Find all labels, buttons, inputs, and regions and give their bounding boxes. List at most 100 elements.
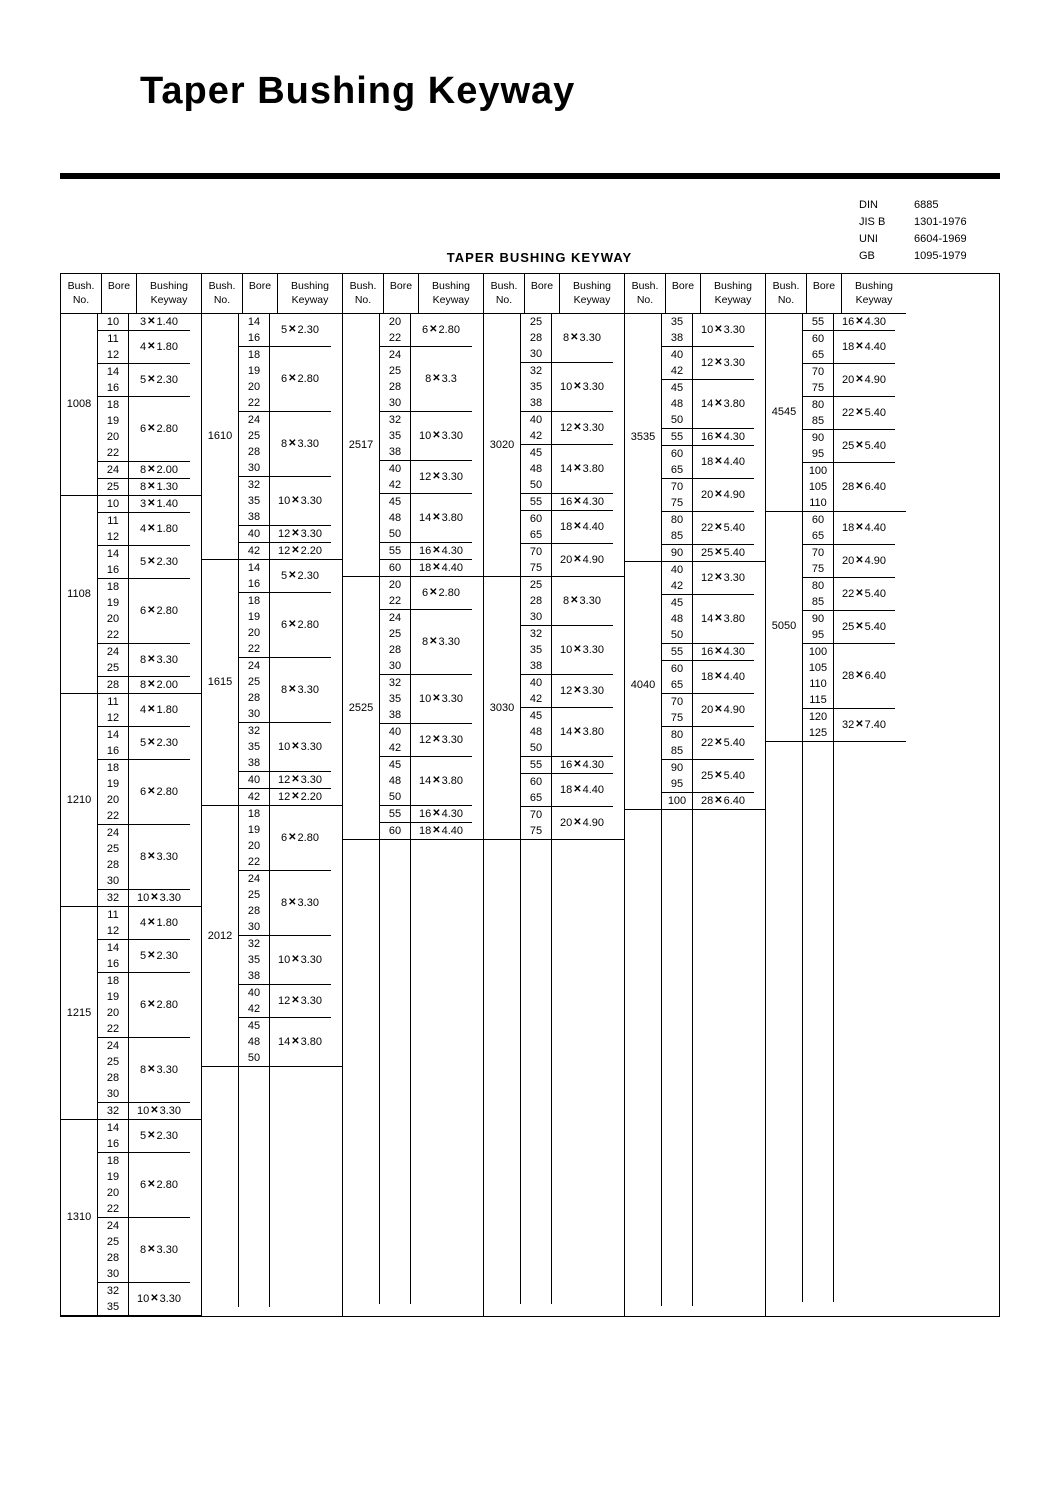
divider: [60, 173, 1000, 179]
keyway-value: 18✕4.40: [693, 661, 753, 693]
keyway-value: 4✕1.80: [129, 513, 189, 545]
keyway-value: 12✕3.30: [411, 461, 471, 493]
bore-value: 24: [239, 658, 269, 674]
bore-value: 45: [239, 1018, 269, 1034]
keyway-value: 22✕5.40: [834, 578, 894, 610]
bore-value: 32: [380, 675, 410, 691]
keyway-value: 8✕3.30: [129, 644, 189, 676]
keyway-value: 32✕7.40: [834, 709, 894, 741]
keyway-value: 10✕3.30: [693, 314, 753, 346]
keyway-value: 12✕3.30: [270, 772, 330, 788]
keyway-value: 25✕5.40: [693, 760, 753, 792]
bore-value: 48: [521, 724, 551, 740]
bore-value: 80: [662, 727, 692, 743]
bush-number: 2012: [202, 806, 239, 1066]
bore-value: 30: [239, 706, 269, 722]
keyway-value: 5✕2.30: [129, 727, 189, 759]
bush-number: 1008: [61, 314, 98, 495]
keyway-value: 14✕3.80: [552, 708, 612, 756]
bore-value: 20: [239, 838, 269, 854]
bore-value: 45: [521, 708, 551, 724]
bore-value: 38: [239, 509, 269, 525]
header-bush: Bush.No.: [766, 274, 806, 312]
keyway-value: 8✕3.30: [129, 825, 189, 889]
header-bush: Bush.No.: [625, 274, 665, 312]
keyway-value: 10✕3.30: [552, 363, 612, 411]
bore-value: 95: [662, 776, 692, 792]
bore-value: 19: [98, 413, 128, 429]
bore-value: 75: [662, 710, 692, 726]
bore-value: 20: [98, 792, 128, 808]
keyway-value: 18✕4.40: [693, 446, 753, 478]
bore-value: 50: [380, 526, 410, 542]
keyway-value: 6✕2.80: [129, 760, 189, 824]
header-keyway: BushingKeyway: [559, 274, 624, 312]
keyway-value: 6✕2.80: [270, 806, 330, 870]
bore-value: 48: [380, 510, 410, 526]
bore-value: 22: [380, 330, 410, 346]
bore-value: 38: [380, 444, 410, 460]
bush-number: 2525: [343, 577, 380, 839]
bore-value: 18: [98, 760, 128, 776]
keyway-table: Bush.No.BoreBushingKeyway1008103✕1.40111…: [60, 273, 1000, 1316]
keyway-value: 22✕5.40: [834, 397, 894, 429]
bore-value: 19: [98, 989, 128, 1005]
bore-value: 60: [662, 446, 692, 462]
keyway-value: 16✕4.30: [834, 314, 894, 330]
bore-value: 14: [98, 1120, 128, 1136]
bore-value: 25: [239, 674, 269, 690]
bore-value: 10: [98, 496, 128, 512]
keyway-value: 6✕2.80: [129, 1153, 189, 1217]
bore-value: 14: [98, 727, 128, 743]
bore-value: 45: [380, 757, 410, 773]
standard-cell: 1095-1979: [914, 248, 994, 265]
bore-value: 19: [239, 609, 269, 625]
keyway-value: 14✕3.80: [693, 380, 753, 428]
bore-value: 22: [98, 1201, 128, 1217]
header-bush: Bush.No.: [484, 274, 524, 312]
keyway-value: 8✕3.30: [270, 871, 330, 935]
header-keyway: BushingKeyway: [136, 274, 201, 312]
bush-number: 3030: [484, 577, 521, 839]
bore-value: 48: [521, 461, 551, 477]
standard-cell: 6885: [914, 197, 994, 214]
bore-value: 24: [239, 871, 269, 887]
bore-value: 11: [98, 694, 128, 710]
bore-value: 12: [98, 347, 128, 363]
keyway-value: 20✕4.90: [552, 807, 612, 839]
keyway-value: 16✕4.30: [552, 757, 612, 773]
keyway-value: 12✕3.30: [693, 562, 753, 594]
keyway-value: 14✕3.80: [693, 595, 753, 643]
bore-value: 32: [239, 936, 269, 952]
bore-value: 100: [803, 463, 833, 479]
bore-value: 18: [98, 1153, 128, 1169]
bush-number: 4545: [766, 314, 803, 511]
keyway-value: 8✕1.30: [129, 479, 189, 495]
page-title: Taper Bushing Keyway: [140, 70, 1000, 113]
bush-number: 2517: [343, 314, 380, 576]
bore-value: 70: [521, 544, 551, 560]
bore-value: 90: [803, 430, 833, 446]
keyway-value: 8✕3.30: [552, 314, 612, 362]
bore-value: 30: [521, 609, 551, 625]
keyway-value: 12✕3.30: [270, 985, 330, 1017]
bore-value: 40: [239, 985, 269, 1001]
keyway-value: 6✕2.80: [411, 314, 471, 346]
bore-value: 24: [98, 1218, 128, 1234]
bore-value: 50: [521, 740, 551, 756]
bore-value: 50: [662, 627, 692, 643]
keyway-value: 12✕2.20: [270, 543, 330, 559]
bore-value: 60: [662, 661, 692, 677]
bore-value: 60: [380, 560, 410, 576]
keyway-value: 10✕3.30: [270, 477, 330, 525]
bore-value: 35: [239, 952, 269, 968]
keyway-value: 8✕3.30: [129, 1038, 189, 1102]
bore-value: 100: [803, 644, 833, 660]
bore-value: 25: [521, 577, 551, 593]
empty-cell: [766, 742, 803, 1302]
keyway-value: 16✕4.30: [411, 806, 471, 822]
bore-value: 42: [521, 691, 551, 707]
bore-value: 40: [521, 675, 551, 691]
bore-value: 50: [380, 789, 410, 805]
bore-value: 45: [521, 445, 551, 461]
